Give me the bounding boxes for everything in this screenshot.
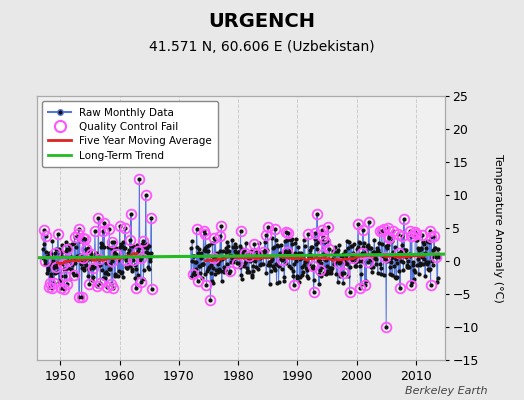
Text: 41.571 N, 60.606 E (Uzbekistan): 41.571 N, 60.606 E (Uzbekistan) <box>149 40 375 54</box>
Legend: Raw Monthly Data, Quality Control Fail, Five Year Moving Average, Long-Term Tren: Raw Monthly Data, Quality Control Fail, … <box>42 101 219 167</box>
Text: URGENCH: URGENCH <box>209 12 315 31</box>
Y-axis label: Temperature Anomaly (°C): Temperature Anomaly (°C) <box>493 154 503 302</box>
Text: Berkeley Earth: Berkeley Earth <box>405 386 487 396</box>
